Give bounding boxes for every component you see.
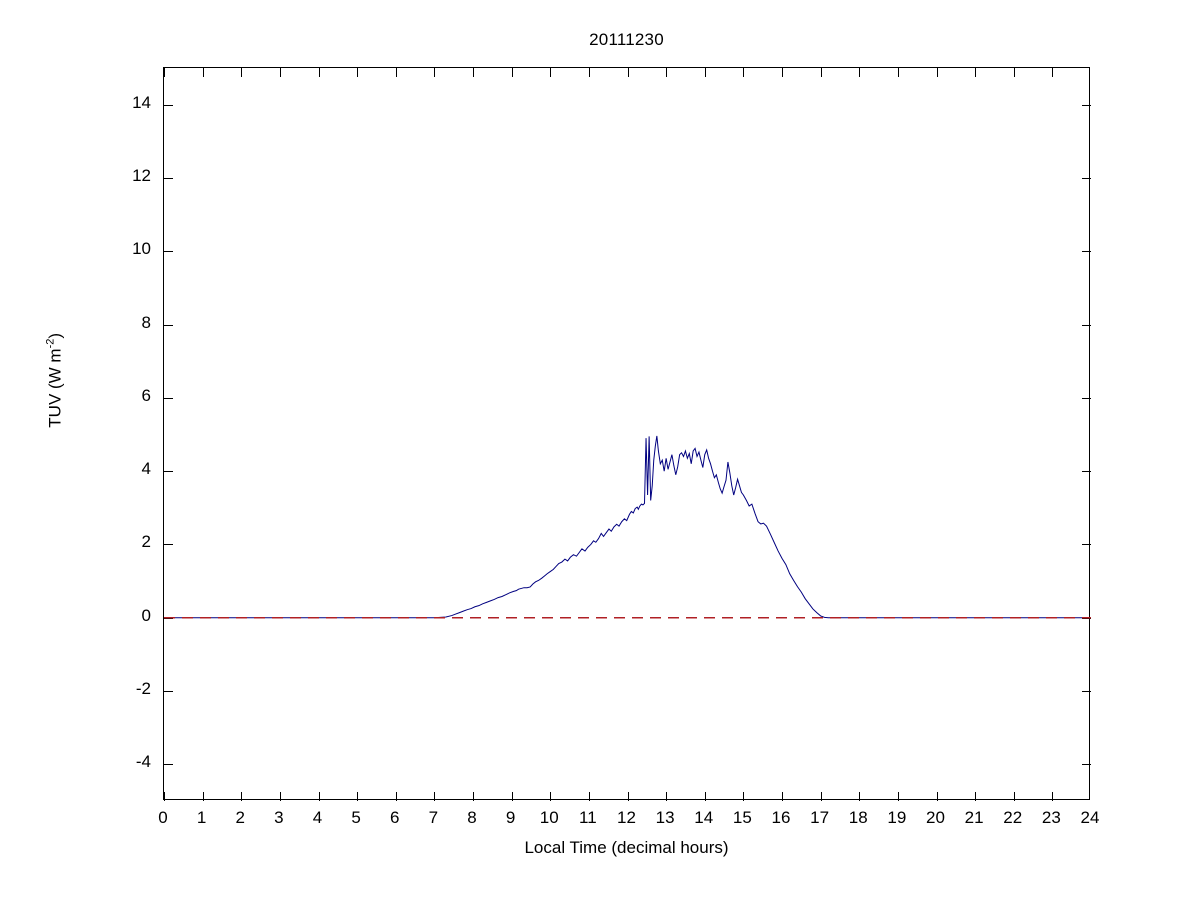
x-tick-label: 7 <box>428 808 439 827</box>
x-tick-label: 6 <box>390 808 400 827</box>
x-tick-label: 11 <box>579 808 597 827</box>
y-tick-label: 6 <box>141 385 151 405</box>
x-tick-label: 13 <box>655 808 675 827</box>
plot-area <box>163 67 1091 801</box>
x-tick-label: 18 <box>848 808 868 827</box>
x-tick-label: 0 <box>158 808 168 827</box>
x-tick-label: 10 <box>539 808 559 827</box>
x-tick-label: 21 <box>964 808 984 827</box>
y-axis-label-exponent: -2 <box>44 338 57 349</box>
x-tick-label: 20 <box>926 808 945 827</box>
x-tick-label: 3 <box>274 808 284 827</box>
data-line-tuv <box>164 435 1091 619</box>
x-tick-label: 5 <box>351 808 361 827</box>
x-tick-label: 2 <box>235 808 245 827</box>
x-tick-label: 4 <box>312 808 323 827</box>
chart-title: 20111230 <box>589 30 664 49</box>
y-tick-label: 12 <box>132 165 151 185</box>
data-series-group <box>164 435 1091 619</box>
x-tick-label: 8 <box>467 808 477 827</box>
x-tick-label: 15 <box>732 808 752 827</box>
y-tick-label: 0 <box>141 605 151 625</box>
y-tick-label: -4 <box>135 752 151 772</box>
x-tick-label: 16 <box>771 808 791 827</box>
y-tick-label: 4 <box>141 459 151 479</box>
y-axis-label: TUV (W m-2) <box>45 270 66 490</box>
x-tick-label: 1 <box>196 808 207 827</box>
x-tick-label: 12 <box>617 808 636 827</box>
x-axis-label: Local Time (decimal hours) <box>524 838 729 857</box>
x-tick-label: 24 <box>1080 808 1100 827</box>
y-axis-label-tail: ) <box>45 332 65 339</box>
y-tick-label: -2 <box>135 679 151 699</box>
x-tick-label: 17 <box>810 808 830 827</box>
x-tick-label: 9 <box>505 808 516 827</box>
plot-svg <box>164 68 1091 801</box>
y-tick-label: 10 <box>132 239 151 259</box>
y-tick-label: 2 <box>141 532 151 552</box>
y-tick-label: 8 <box>141 312 151 332</box>
x-tick-label: 19 <box>887 808 907 827</box>
x-tick-label: 22 <box>1003 808 1023 827</box>
axis-ticks <box>164 68 1091 801</box>
y-axis-label-base: TUV (W m <box>45 348 65 428</box>
y-tick-label: 14 <box>132 92 151 112</box>
x-tick-label: 23 <box>1041 808 1061 827</box>
x-tick-label: 14 <box>694 808 714 827</box>
